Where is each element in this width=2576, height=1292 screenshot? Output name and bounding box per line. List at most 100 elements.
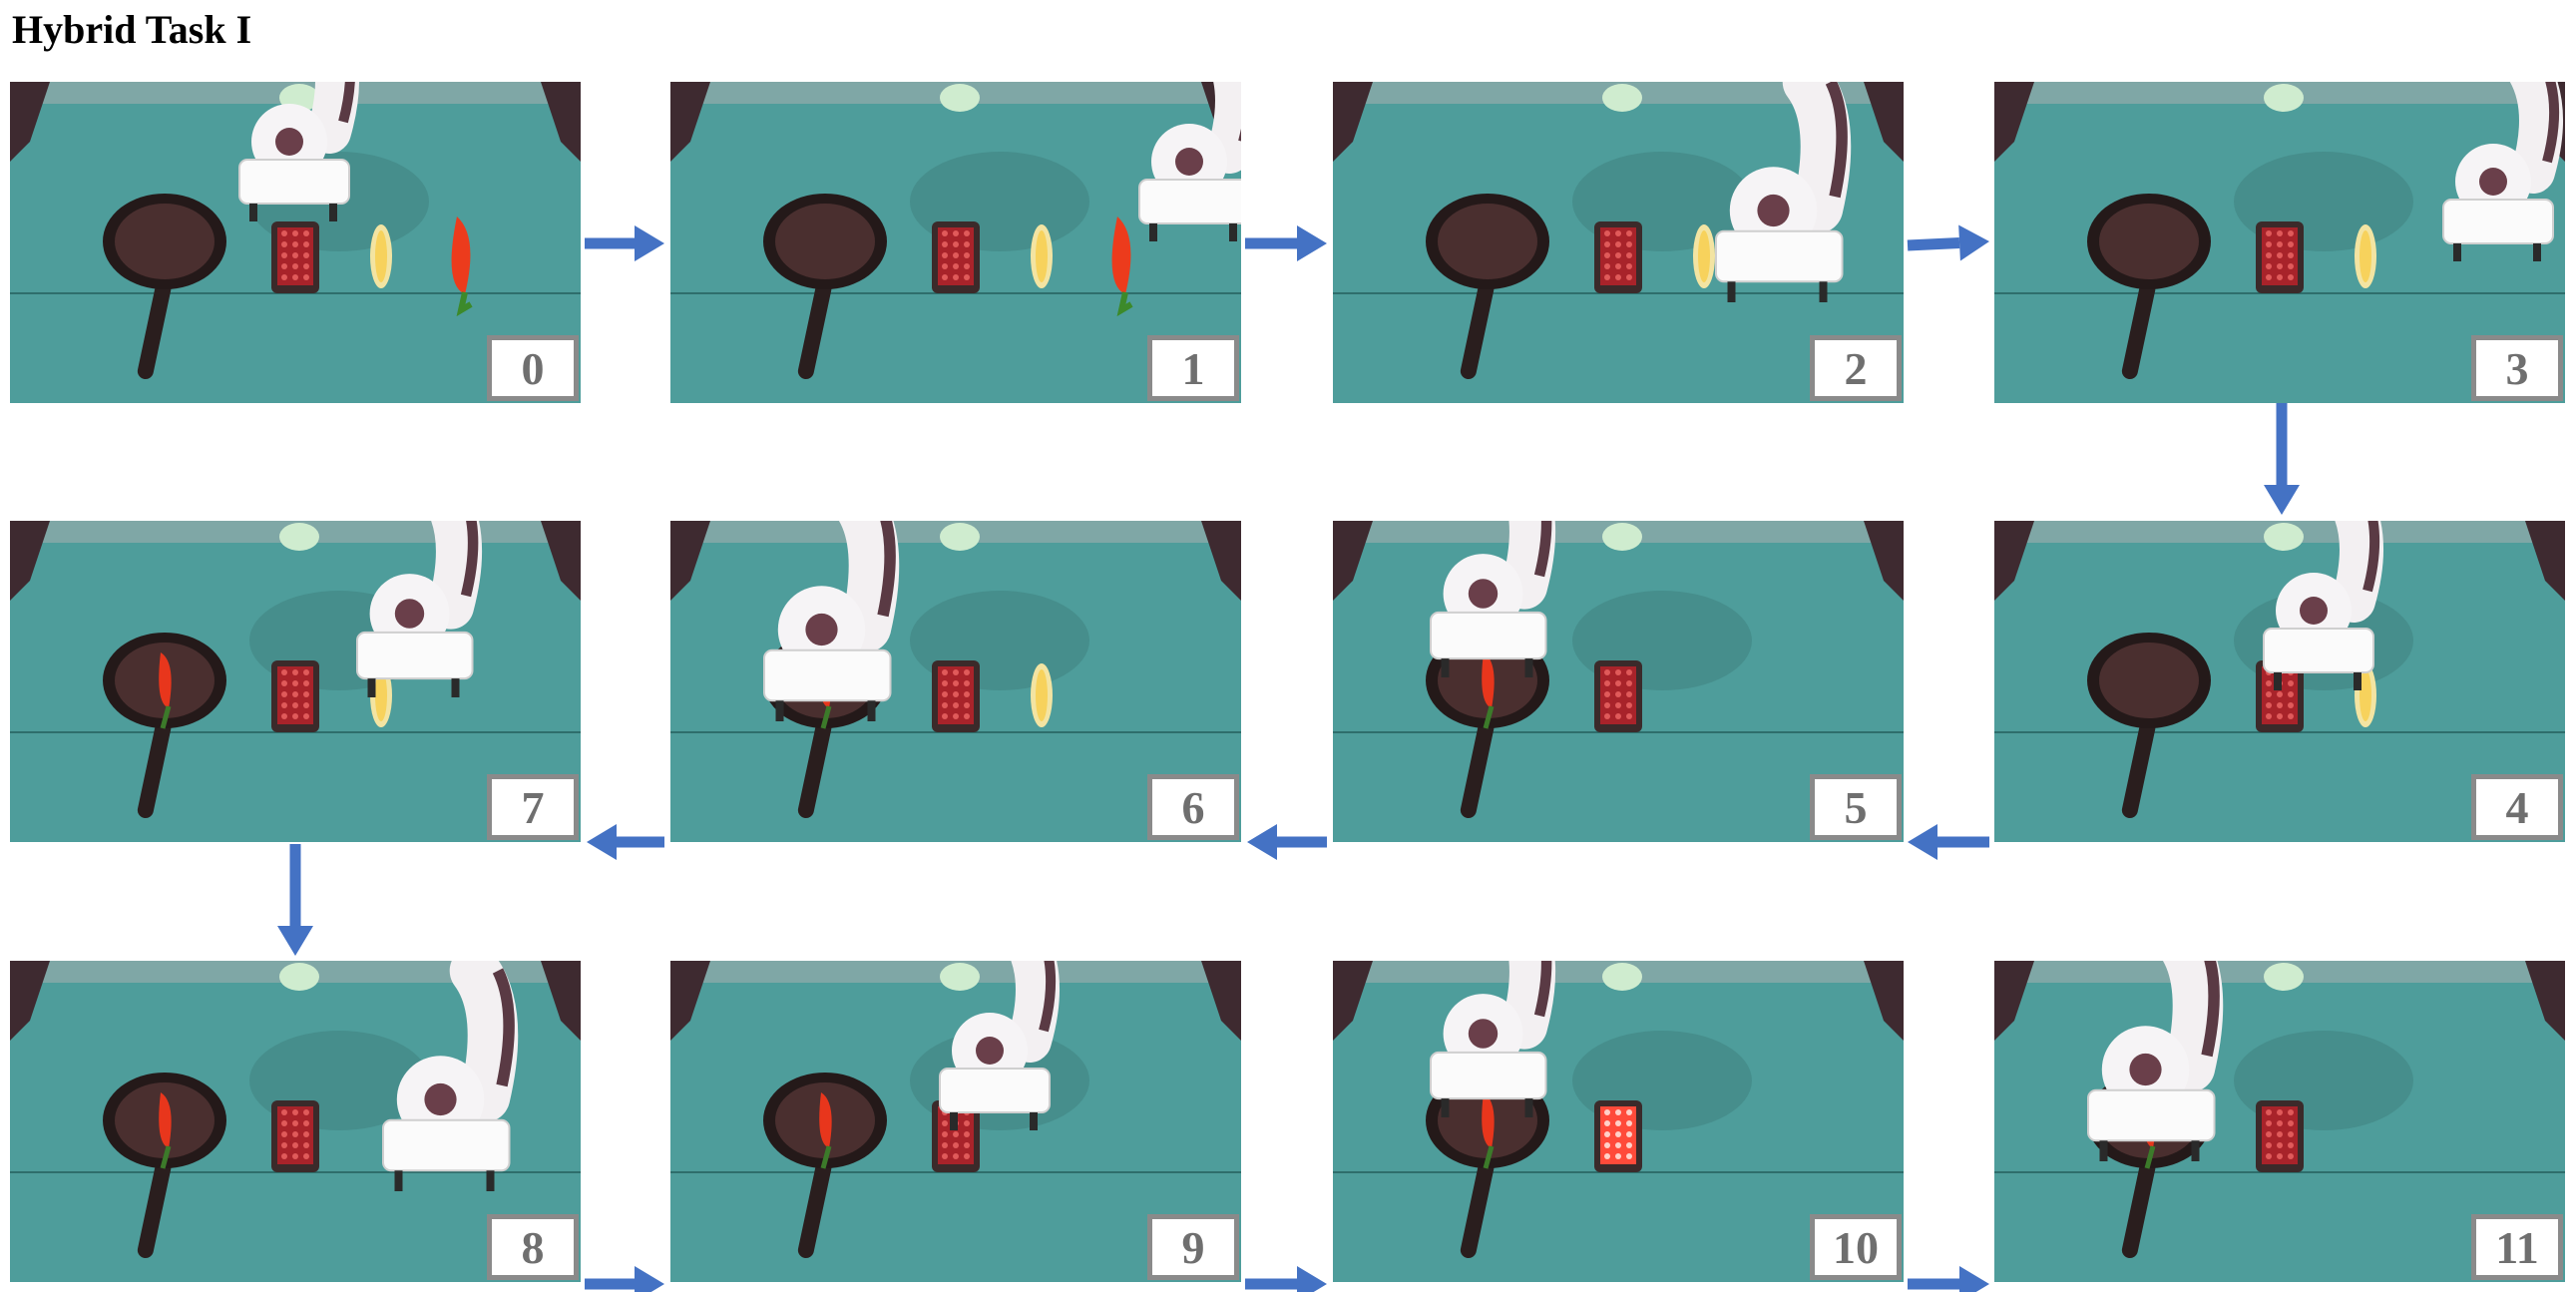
basket	[932, 660, 980, 732]
pepper-in-pan	[1482, 1092, 1495, 1148]
robot-arm	[238, 82, 359, 221]
frame-5: 5	[1333, 521, 1904, 842]
step-label: 4	[2471, 774, 2563, 840]
background-wall	[10, 82, 50, 162]
frame-11: 11	[1994, 961, 2565, 1282]
corn	[2355, 224, 2376, 288]
frame-0: 0	[10, 82, 581, 403]
robot-arm	[2263, 521, 2383, 690]
background-wall	[670, 521, 710, 601]
step-label: 3	[2471, 335, 2563, 401]
scene-image	[670, 82, 1241, 403]
frying-pan	[103, 633, 226, 818]
scene-image	[1333, 521, 1904, 842]
frying-pan	[103, 1073, 226, 1258]
step-label: 9	[1147, 1214, 1239, 1280]
scene-image	[1994, 521, 2565, 842]
robot-arm	[1138, 82, 1241, 241]
background-wall	[1994, 521, 2034, 601]
scene-image	[1333, 82, 1904, 403]
flow-arrow	[1907, 224, 1989, 261]
basket	[271, 1100, 319, 1172]
frame-7: 7	[10, 521, 581, 842]
base-light	[2264, 963, 2304, 991]
background-wall	[1333, 521, 1373, 601]
corn	[1031, 224, 1053, 288]
robot-arm	[382, 961, 519, 1191]
background-wall	[1333, 961, 1373, 1041]
scene-image	[1333, 961, 1904, 1282]
robot-arm	[939, 961, 1060, 1130]
scene-image	[1994, 82, 2565, 403]
base-light	[1602, 84, 1642, 112]
basket	[2256, 221, 2304, 293]
figure-title: Hybrid Task I	[12, 7, 252, 52]
corn	[370, 224, 392, 288]
background-wall	[670, 961, 710, 1041]
base-light	[940, 963, 980, 991]
frame-2: 2	[1333, 82, 1904, 403]
step-label: 1	[1147, 335, 1239, 401]
flow-arrow	[587, 824, 664, 860]
flow-arrow	[1908, 1266, 1989, 1292]
scene-image	[10, 82, 581, 403]
background-wall	[10, 521, 50, 601]
robot-arm	[2442, 82, 2563, 261]
basket	[1594, 660, 1642, 732]
flow-arrow	[1245, 225, 1327, 261]
scene-image	[10, 521, 581, 842]
basket	[2256, 1100, 2304, 1172]
frying-pan	[763, 1073, 887, 1258]
robot-arm	[356, 521, 483, 697]
basket	[1594, 221, 1642, 293]
frying-pan	[763, 194, 887, 379]
frying-pan	[1426, 194, 1549, 379]
base-light	[1602, 523, 1642, 551]
flow-arrow	[2264, 403, 2300, 515]
step-label: 10	[1810, 1214, 1902, 1280]
robot-arm	[1430, 961, 1556, 1117]
base-light	[2264, 84, 2304, 112]
step-label: 2	[1810, 335, 1902, 401]
robot-arm	[1715, 82, 1852, 302]
base-light	[2264, 523, 2304, 551]
basket	[271, 221, 319, 293]
robot-arm	[2087, 961, 2224, 1161]
frame-6: 6	[670, 521, 1241, 842]
basket	[1594, 1100, 1642, 1172]
frame-9: 9	[670, 961, 1241, 1282]
frame-4: 4	[1994, 521, 2565, 842]
base-light	[1602, 963, 1642, 991]
step-label: 8	[487, 1214, 579, 1280]
background-wall	[10, 961, 50, 1041]
frame-8: 8	[10, 961, 581, 1282]
flow-arrow	[277, 844, 313, 956]
flow-arrow	[585, 225, 664, 261]
base-light	[279, 523, 319, 551]
scene-image	[670, 961, 1241, 1282]
base-light	[940, 523, 980, 551]
base-light	[279, 963, 319, 991]
corn	[1031, 663, 1053, 727]
robot-arm	[763, 521, 900, 721]
background-wall	[1994, 82, 2034, 162]
pepper-in-pan	[159, 652, 172, 708]
step-label: 11	[2471, 1214, 2563, 1280]
scene-image	[1994, 961, 2565, 1282]
basket	[2256, 660, 2304, 732]
flow-arrow	[1247, 824, 1327, 860]
pepper-in-pan	[159, 1092, 172, 1148]
flow-arrow	[585, 1266, 664, 1292]
background-wall	[670, 82, 710, 162]
robot-arm	[1430, 521, 1556, 677]
pepper-in-pan	[819, 1092, 832, 1148]
corn	[1693, 224, 1715, 288]
pepper-in-pan	[1482, 652, 1495, 708]
step-label: 0	[487, 335, 579, 401]
step-label: 7	[487, 774, 579, 840]
step-label: 6	[1147, 774, 1239, 840]
pepper	[1111, 216, 1133, 317]
flow-arrow	[1908, 824, 1989, 860]
scene-image	[670, 521, 1241, 842]
